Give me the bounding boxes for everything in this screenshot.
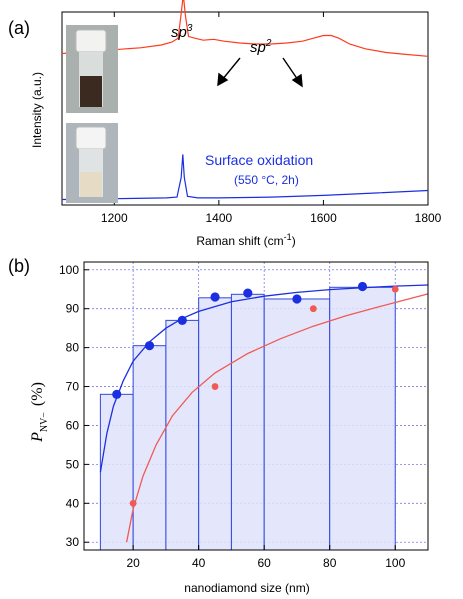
panel-b-data-point: [243, 288, 253, 298]
panel-b-data-point: [309, 305, 317, 313]
panel-b-fit-curve: [125, 293, 429, 543]
panel-b-ytick-label: 90: [66, 302, 80, 316]
panel-b-data-point: [357, 281, 368, 292]
panel-a-ylabel: Intensity (a.u.): [30, 72, 44, 148]
panel-b-ytick-label: 50: [66, 457, 80, 471]
panel-a-spectra: [61, 0, 429, 201]
panel-b-xtick-label: 80: [323, 556, 337, 570]
panel-b-data-point: [112, 389, 122, 399]
panel-b-xtick-label: 60: [258, 556, 272, 570]
panel-b-data-point: [177, 315, 187, 325]
oxidation-label: Surface oxidation: [205, 152, 313, 168]
panel-a-xtick-label: 1600: [310, 211, 337, 225]
panel-a-spectrum-line: [61, 154, 429, 201]
panel-b-ytick-label: 40: [66, 496, 80, 510]
panel-b-ylabel-sub: NV−: [39, 412, 50, 432]
panel-b-data-point: [129, 499, 137, 507]
panel-b-ytick-label: 70: [66, 380, 80, 394]
panel-a-xtick-label: 1800: [415, 211, 442, 225]
panel-a-xlabel-main: Raman shift (cm: [196, 234, 283, 248]
sp2-label: sp2: [250, 38, 272, 56]
panel-a-xtick-label: 1200: [101, 211, 128, 225]
panel-b-ylabel: PNV− (%): [29, 382, 50, 443]
panel-b-label: (b): [8, 256, 30, 276]
vial-photo-bottom: [66, 123, 118, 203]
panel-a-xtick-label: 1400: [206, 211, 233, 225]
panel-b-data-point: [292, 294, 302, 304]
panel-b-histogram-bar: [263, 298, 331, 551]
panel-b-ylabel-symbol: P: [29, 432, 46, 443]
panel-a-xlabel-end: ): [292, 234, 296, 248]
panel-b: (b) 20 40 60 80 100 30 40 50 60 70 80 90 100 nanodia…: [8, 256, 429, 595]
panel-b-xtick-label: 40: [192, 556, 206, 570]
panel-b-histogram-bar: [165, 319, 200, 551]
sp2-arrows: [217, 57, 303, 88]
panel-b-xtick-label: 100: [385, 556, 405, 570]
sp2-text: sp: [250, 39, 266, 56]
panel-b-histogram-bar: [99, 393, 134, 551]
panel-b-ylabel-unit: (%): [29, 382, 46, 406]
panel-a-xlabel: Raman shift (cm-1): [196, 232, 295, 248]
panel-a-spectrum-line: [61, 0, 429, 57]
panel-a-ticks: 1200 1400 1600 1800: [101, 12, 442, 225]
panel-b-ylabel-text: PNV− (%): [29, 382, 50, 443]
vial-photo-top: [66, 25, 118, 113]
panel-a: (a) 1200 1400 1600 1800 sp3 sp2 Surface oxi…: [8, 0, 442, 248]
panel-b-points: [112, 281, 399, 507]
panel-a-xlabel-sup: -1: [284, 232, 292, 242]
panel-a-label: (a): [8, 18, 30, 38]
panel-b-ytick-label: 60: [66, 418, 80, 432]
panel-a-frame: [61, 11, 429, 206]
panel-b-ytick-label: 80: [66, 341, 80, 355]
panel-b-xtick-label: 20: [126, 556, 140, 570]
panel-b-data-point: [211, 383, 219, 390]
panel-b-data-point: [391, 285, 399, 293]
oxidation-conditions-label: (550 °C, 2h): [234, 173, 299, 187]
panel-b-histogram: [99, 286, 396, 551]
panel-b-data-point: [210, 292, 220, 302]
panel-b-histogram-bar: [230, 293, 265, 551]
panel-b-histogram-bar: [198, 297, 232, 551]
panel-b-xlabel: nanodiamond size (nm): [184, 581, 309, 595]
sp3-superscript: 3: [187, 23, 193, 34]
panel-b-frame: [83, 261, 429, 551]
panel-b-ytick-label: 30: [66, 535, 80, 549]
panel-b-histogram-bar: [329, 286, 396, 551]
panel-b-ytick-label: 100: [59, 263, 79, 277]
sp3-label: sp3: [171, 23, 193, 41]
sp3-text: sp: [171, 24, 187, 41]
sp2-superscript: 2: [265, 38, 272, 49]
panel-b-histogram-bar: [132, 345, 167, 551]
panel-b-ticks: 20 40 60 80 100 30 40 50 60 70 80 90 100: [59, 263, 406, 570]
panel-b-data-point: [144, 341, 155, 351]
